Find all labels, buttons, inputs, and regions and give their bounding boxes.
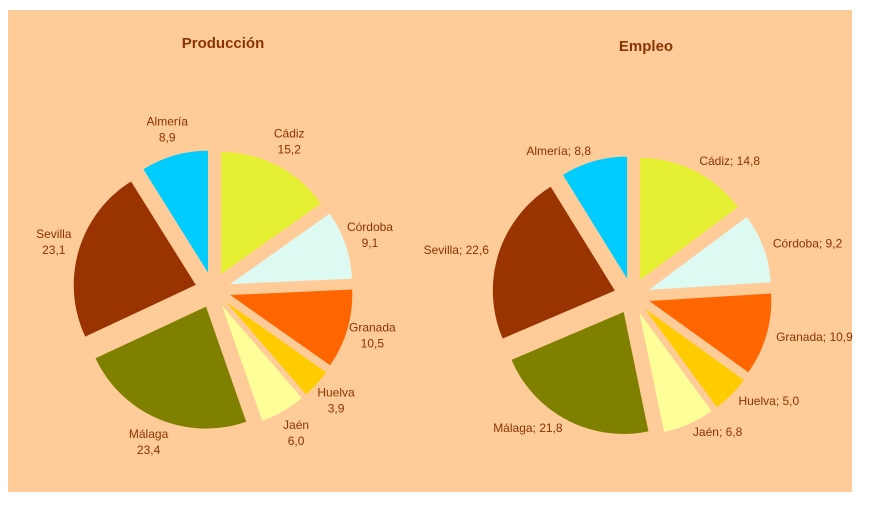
category-label: Huelva: [317, 386, 355, 400]
category-label: Almería: [147, 115, 189, 129]
pie-slice: [640, 157, 738, 280]
data-label: Sevilla; 22,6: [424, 243, 490, 257]
category-label: Granada: [349, 321, 396, 335]
data-label: 23,1: [42, 243, 66, 257]
category-label: Sevilla: [36, 227, 72, 241]
pie-slice: [644, 308, 744, 408]
pie-slice: [639, 312, 712, 432]
data-label: 23,4: [137, 443, 161, 457]
pie-slice: [648, 216, 771, 290]
data-label: Córdoba; 9,2: [773, 237, 843, 251]
category-label: Málaga: [129, 427, 169, 441]
category-label: Cádiz: [274, 127, 305, 141]
chart-title: Empleo: [619, 38, 673, 55]
pie-slice: [222, 305, 302, 421]
pie-slice: [649, 293, 772, 373]
pie-slice: [95, 306, 247, 429]
pie-slice: [230, 289, 353, 366]
data-label: Jaén; 6,8: [693, 425, 743, 439]
data-label: Cádiz; 14,8: [699, 154, 760, 168]
data-label: Almería; 8,8: [526, 144, 591, 158]
category-label: Córdoba: [347, 220, 393, 234]
data-label: 15,2: [278, 143, 302, 157]
pie-slice: [73, 181, 196, 337]
data-label: Málaga; 21,8: [493, 421, 563, 435]
data-label: 3,9: [328, 402, 345, 416]
category-label: Jaén: [283, 418, 309, 432]
pie-slice: [143, 150, 209, 273]
data-label: 9,1: [362, 236, 379, 250]
data-label: 6,0: [288, 434, 305, 448]
pie-slice: [562, 156, 628, 279]
data-label: 8,9: [159, 131, 176, 145]
data-label: Huelva; 5,0: [738, 394, 799, 408]
pie-slice: [511, 311, 649, 434]
data-label: Granada; 10,9: [776, 330, 853, 344]
pie-slice: [230, 213, 352, 285]
pie-slice: [221, 152, 321, 275]
pie-slice: [226, 302, 327, 395]
data-label: 10,5: [361, 337, 385, 351]
pie-slice: [492, 186, 615, 339]
chart-title: Producción: [182, 35, 265, 52]
